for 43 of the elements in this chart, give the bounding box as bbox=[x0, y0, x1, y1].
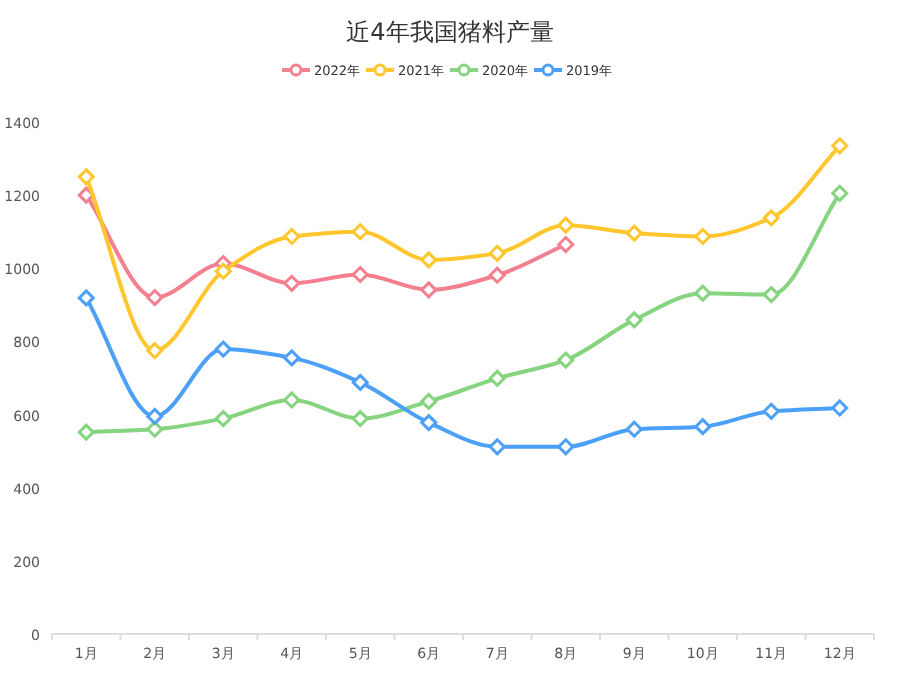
point bbox=[762, 286, 780, 304]
point bbox=[488, 369, 506, 387]
point bbox=[214, 410, 232, 428]
point bbox=[557, 438, 575, 456]
point bbox=[831, 137, 849, 155]
point bbox=[694, 284, 712, 302]
point bbox=[557, 236, 575, 254]
point bbox=[420, 414, 438, 432]
point bbox=[694, 227, 712, 245]
point bbox=[420, 392, 438, 410]
point bbox=[214, 340, 232, 358]
point bbox=[625, 420, 643, 438]
point bbox=[625, 311, 643, 329]
point bbox=[351, 223, 369, 241]
point bbox=[214, 262, 232, 280]
point bbox=[831, 184, 849, 202]
point bbox=[831, 399, 849, 417]
point bbox=[420, 281, 438, 299]
title: 近4年我国猪料产量 bbox=[346, 18, 554, 46]
point bbox=[557, 351, 575, 369]
point bbox=[283, 349, 301, 367]
point bbox=[351, 266, 369, 283]
point bbox=[420, 251, 438, 269]
point bbox=[146, 289, 164, 307]
point bbox=[77, 289, 95, 307]
point bbox=[77, 423, 95, 441]
point bbox=[77, 186, 95, 204]
point bbox=[762, 402, 780, 420]
point bbox=[488, 438, 506, 456]
point bbox=[625, 224, 643, 242]
point bbox=[488, 266, 506, 284]
point bbox=[283, 227, 301, 245]
point bbox=[488, 244, 506, 262]
point bbox=[146, 407, 164, 425]
point bbox=[694, 418, 712, 436]
point bbox=[146, 342, 164, 360]
point bbox=[351, 373, 369, 391]
point bbox=[283, 274, 301, 292]
point bbox=[557, 216, 575, 234]
point bbox=[351, 410, 369, 428]
point bbox=[77, 168, 95, 186]
point bbox=[762, 209, 780, 227]
point bbox=[283, 391, 301, 409]
